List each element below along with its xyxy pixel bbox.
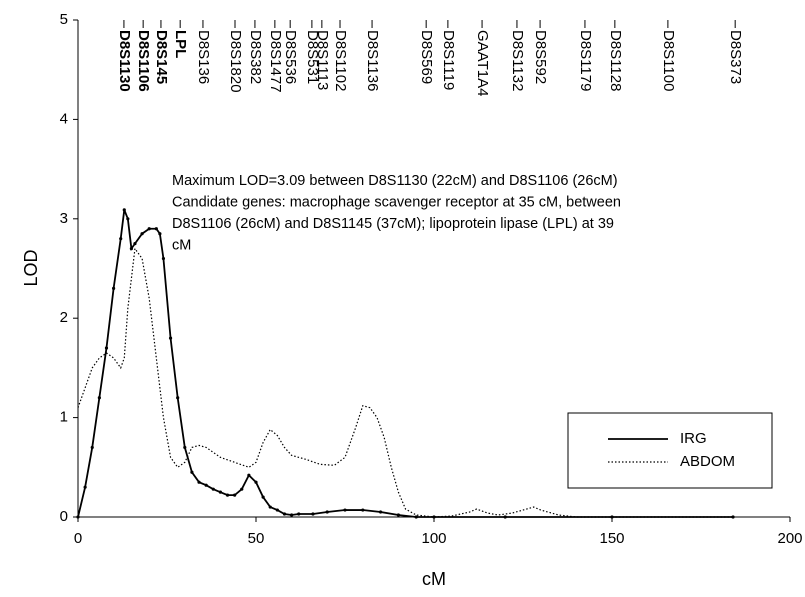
marker-label: D8S1179 (577, 30, 594, 91)
point (268, 505, 272, 509)
marker-label: D8S145 (153, 30, 170, 84)
point (154, 227, 158, 231)
point (343, 508, 347, 512)
y-tick-label: 5 (60, 11, 68, 28)
marker-label: D8S1128 (607, 30, 624, 91)
point (311, 512, 315, 516)
point (290, 513, 294, 517)
point (225, 493, 230, 497)
point (140, 232, 144, 236)
annotation: D8S1106 (26cM) and D8S1145 (37cM); lipop… (172, 216, 614, 232)
x-tick-label: 150 (599, 530, 624, 547)
annotation: cM (172, 237, 191, 253)
point (168, 336, 173, 340)
x-tick-label: 0 (74, 530, 82, 547)
point (126, 217, 130, 221)
point (122, 208, 126, 212)
point (432, 515, 436, 519)
marker-label: GAAT1A4 (474, 30, 491, 96)
marker-label: LPL (172, 30, 189, 58)
x-axis-label: cM (422, 569, 446, 589)
marker-label: D8S569 (418, 30, 435, 84)
point (379, 510, 383, 514)
marker-label: D8S1102 (332, 30, 349, 91)
series-line (77, 209, 734, 518)
point (361, 508, 365, 512)
annotation: Maximum LOD=3.09 between D8S1130 (22cM) … (172, 173, 618, 189)
point (731, 515, 735, 519)
point (76, 515, 80, 519)
x-tick-label: 100 (421, 530, 446, 547)
marker-label: D8S592 (532, 30, 549, 84)
legend-label: IRG (680, 430, 707, 447)
point (133, 242, 137, 246)
marker-label: D8S1119 (440, 30, 457, 90)
marker-label: D8S536 (282, 30, 299, 84)
marker-label: D8S1113 (314, 30, 331, 90)
point (211, 487, 215, 491)
point (261, 495, 265, 499)
series-line (77, 247, 734, 518)
y-tick-label: 4 (60, 110, 68, 127)
point (503, 515, 507, 519)
point (610, 515, 614, 519)
annotation: Candidate genes: macrophage scavenger re… (172, 194, 621, 210)
point (396, 513, 400, 517)
y-tick-label: 0 (60, 508, 68, 525)
point (119, 237, 123, 241)
marker-label: D8S1100 (660, 30, 677, 91)
point (190, 470, 194, 474)
point (158, 232, 162, 236)
point (282, 512, 287, 516)
point (83, 485, 87, 489)
legend-box (567, 412, 773, 489)
point (104, 346, 109, 350)
marker-label: D8S1820 (227, 30, 244, 93)
point (325, 510, 329, 514)
point (204, 483, 208, 487)
y-tick-label: 2 (60, 309, 68, 326)
marker-label: D8S1136 (364, 30, 381, 91)
point (233, 493, 237, 497)
point (218, 490, 222, 494)
y-tick-label: 3 (60, 210, 68, 227)
marker-label: D8S1130 (116, 30, 133, 92)
y-axis-label: LOD (21, 249, 41, 286)
point (240, 487, 244, 491)
point (297, 512, 301, 516)
point (161, 256, 166, 261)
x-tick-label: 50 (248, 530, 265, 547)
point (254, 480, 258, 484)
marker-label: D8S1477 (267, 30, 284, 93)
marker-label: D8S373 (727, 30, 744, 84)
point (112, 286, 116, 290)
point (247, 473, 251, 477)
point (414, 515, 418, 519)
marker-label: D8S382 (247, 30, 264, 84)
marker-label: D8S531 (304, 30, 321, 84)
point (147, 227, 151, 231)
marker-label: D8S1132 (509, 30, 526, 91)
point (129, 247, 133, 251)
point (97, 396, 101, 400)
x-tick-label: 200 (777, 530, 802, 547)
point (90, 445, 94, 450)
point (197, 480, 201, 484)
y-tick-label: 1 (60, 409, 68, 426)
point (275, 508, 279, 512)
point (183, 445, 187, 450)
point (176, 396, 180, 400)
legend-label: ABDOM (680, 453, 735, 470)
marker-label: D8S1106 (135, 30, 152, 92)
marker-label: D8S136 (195, 30, 212, 84)
